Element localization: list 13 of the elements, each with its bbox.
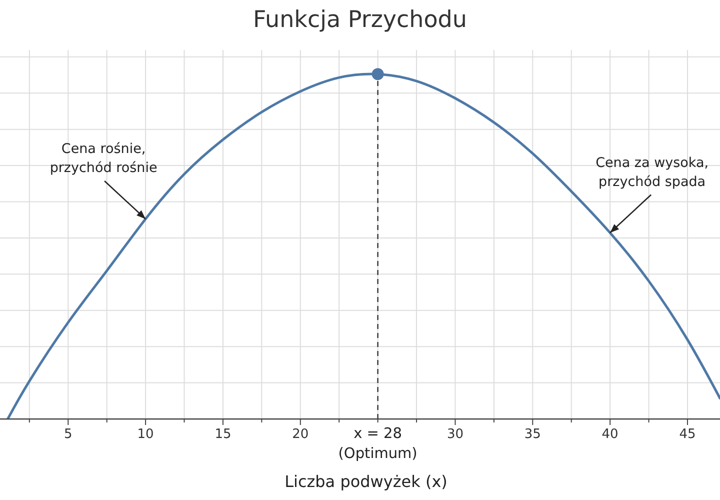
x-tick-label: 40 (602, 427, 618, 442)
annotation: Cena za wysoka, przychód spada (596, 154, 709, 190)
x-tick-label: 10 (137, 427, 154, 442)
x-tick-label: 15 (214, 427, 232, 442)
text: x = 28 (Optimum) (338, 426, 418, 462)
x-tick-label: 30 (446, 427, 464, 442)
x-tick-label: 35 (524, 427, 541, 442)
annotation: Cena rośnie, przychód rośnie (50, 140, 158, 176)
x-tick-label: 45 (679, 427, 696, 442)
chart-title: Funkcja Przychodu (252, 6, 468, 35)
x-axis-title: Liczba podwyżek (x) (284, 471, 448, 493)
x-tick-label: 20 (292, 427, 309, 442)
x-tick-label: 5 (64, 427, 72, 442)
